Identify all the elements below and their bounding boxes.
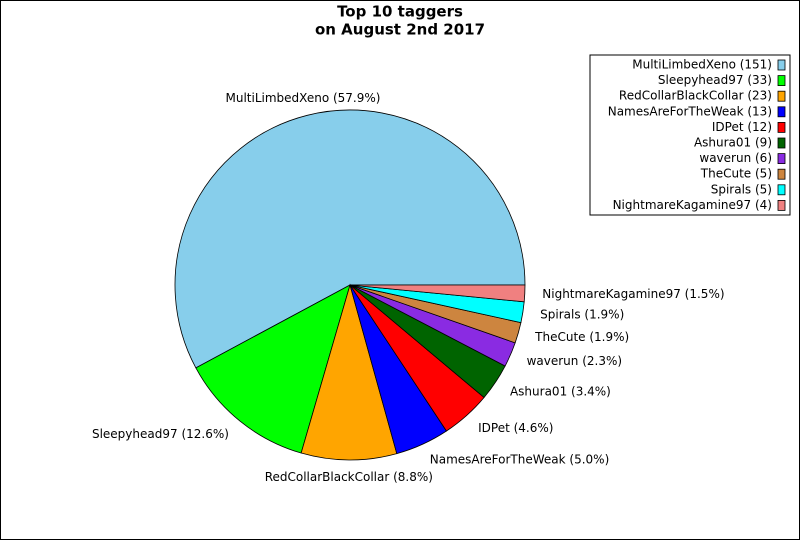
legend-label: Sleepyhead97 (33) (658, 73, 772, 87)
legend-swatch (777, 59, 786, 71)
legend-swatch (777, 122, 786, 133)
pie-slice (174, 109, 526, 369)
slice-label: NamesAreForTheWeak (5.0%) (430, 453, 610, 467)
legend-swatch (777, 199, 786, 211)
legend-swatch (777, 90, 786, 102)
legend-label: Ashura01 (9) (694, 136, 772, 150)
slice-label: waverun (2.3%) (527, 354, 622, 368)
slice-label: TheCute (1.9%) (534, 330, 629, 344)
legend-box (589, 54, 791, 216)
legend-label: NamesAreForTheWeak (13) (608, 104, 772, 118)
legend-label: waverun (6) (699, 151, 772, 165)
pie-slice (300, 283, 398, 461)
slice-label: MultiLimbedXeno (57.9%) (225, 91, 380, 105)
legend-label: IDPet (12) (712, 120, 772, 134)
slice-label: RedCollarBlackCollar (8.8%) (265, 470, 433, 484)
legend-swatch (777, 153, 786, 165)
slice-label: Ashura01 (3.4%) (510, 385, 611, 399)
legend-swatch (777, 106, 786, 118)
legend-swatch (777, 184, 786, 196)
legend-label: RedCollarBlackCollar (23) (619, 89, 772, 103)
pie-slice (349, 284, 526, 303)
chart-subtitle: on August 2nd 2017 (315, 21, 485, 39)
legend-swatch (777, 168, 786, 180)
slice-label: Sleepyhead97 (12.6%) (92, 427, 229, 441)
legend-swatch (777, 75, 786, 86)
legend-label: NightmareKagamine97 (4) (613, 198, 772, 212)
legend-label: MultiLimbedXeno (151) (632, 58, 772, 72)
legend-swatch (777, 137, 786, 149)
legend-label: Spirals (5) (711, 182, 772, 196)
pie-slice (195, 284, 351, 454)
legend-label: TheCute (5) (700, 167, 772, 181)
slice-label: Spirals (1.9%) (540, 307, 624, 321)
slice-label: NightmareKagamine97 (1.5%) (542, 287, 724, 301)
slice-label: IDPet (4.6%) (478, 421, 553, 435)
chart-title: Top 10 taggers (337, 3, 463, 21)
